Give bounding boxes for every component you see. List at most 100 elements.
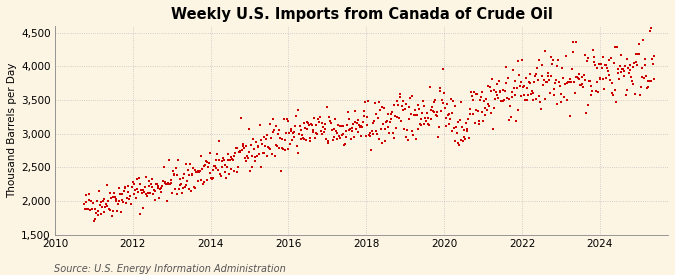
Point xyxy=(406,112,416,117)
Point xyxy=(385,117,396,121)
Point xyxy=(105,208,116,213)
Point xyxy=(495,98,506,103)
Point xyxy=(221,176,232,180)
Point xyxy=(226,167,237,172)
Point xyxy=(452,120,463,124)
Point xyxy=(395,95,406,100)
Point xyxy=(109,195,120,199)
Point xyxy=(493,79,504,83)
Point xyxy=(194,169,205,173)
Point xyxy=(373,116,383,120)
Point xyxy=(379,106,389,110)
Point xyxy=(201,177,212,182)
Point xyxy=(558,95,569,99)
Point xyxy=(601,66,612,71)
Point xyxy=(645,29,655,33)
Point xyxy=(539,78,549,82)
Point xyxy=(361,115,372,119)
Point xyxy=(300,126,310,131)
Point xyxy=(83,191,94,196)
Point xyxy=(347,129,358,134)
Point xyxy=(207,177,217,181)
Point xyxy=(315,114,325,119)
Point xyxy=(575,82,586,87)
Point xyxy=(161,182,171,187)
Point xyxy=(230,146,241,150)
Point xyxy=(618,74,629,78)
Point xyxy=(461,126,472,131)
Point xyxy=(508,68,518,72)
Point xyxy=(475,95,486,99)
Point xyxy=(492,93,503,97)
Point xyxy=(385,120,396,125)
Point xyxy=(107,214,117,218)
Point xyxy=(210,158,221,163)
Point xyxy=(267,152,277,157)
Point xyxy=(512,58,523,63)
Point xyxy=(90,210,101,215)
Point xyxy=(248,137,259,142)
Point xyxy=(446,97,456,101)
Point xyxy=(394,116,404,120)
Point xyxy=(589,55,599,59)
Point xyxy=(169,172,180,176)
Point xyxy=(86,199,97,204)
Point xyxy=(474,119,485,123)
Point xyxy=(502,96,512,100)
Point xyxy=(485,110,496,115)
Point xyxy=(319,127,330,132)
Point xyxy=(627,64,638,69)
Point xyxy=(488,105,499,110)
Point xyxy=(88,218,99,223)
Point xyxy=(431,113,441,118)
Point xyxy=(187,171,198,176)
Point xyxy=(291,114,302,119)
Point xyxy=(526,89,537,93)
Point xyxy=(608,61,619,66)
Point xyxy=(155,186,166,191)
Point xyxy=(119,185,130,189)
Point xyxy=(259,151,270,155)
Point xyxy=(123,184,134,189)
Point xyxy=(334,136,345,141)
Point xyxy=(126,202,137,206)
Point xyxy=(159,180,170,185)
Point xyxy=(580,53,591,57)
Point xyxy=(624,70,634,75)
Point xyxy=(558,76,568,81)
Point xyxy=(143,178,154,183)
Point xyxy=(435,108,446,113)
Point xyxy=(190,168,200,172)
Point xyxy=(383,112,394,116)
Point xyxy=(292,144,302,148)
Point xyxy=(568,79,579,84)
Point xyxy=(87,207,98,211)
Point xyxy=(103,199,113,203)
Point xyxy=(638,38,649,42)
Point xyxy=(623,65,634,70)
Point xyxy=(211,166,222,170)
Point xyxy=(205,171,216,175)
Point xyxy=(547,62,558,66)
Point xyxy=(317,132,327,136)
Point xyxy=(308,128,319,133)
Point xyxy=(272,144,283,148)
Point xyxy=(352,121,362,125)
Point xyxy=(271,124,282,128)
Point xyxy=(207,175,218,180)
Point xyxy=(344,128,355,132)
Point xyxy=(605,55,616,60)
Point xyxy=(140,174,151,179)
Point xyxy=(375,126,386,131)
Point xyxy=(119,189,130,193)
Point xyxy=(457,124,468,129)
Point xyxy=(237,142,248,146)
Point xyxy=(624,67,635,72)
Point xyxy=(433,125,444,129)
Point xyxy=(303,123,314,127)
Point xyxy=(299,121,310,125)
Point xyxy=(429,98,440,102)
Point xyxy=(254,123,265,128)
Point xyxy=(520,98,531,103)
Point xyxy=(157,184,167,188)
